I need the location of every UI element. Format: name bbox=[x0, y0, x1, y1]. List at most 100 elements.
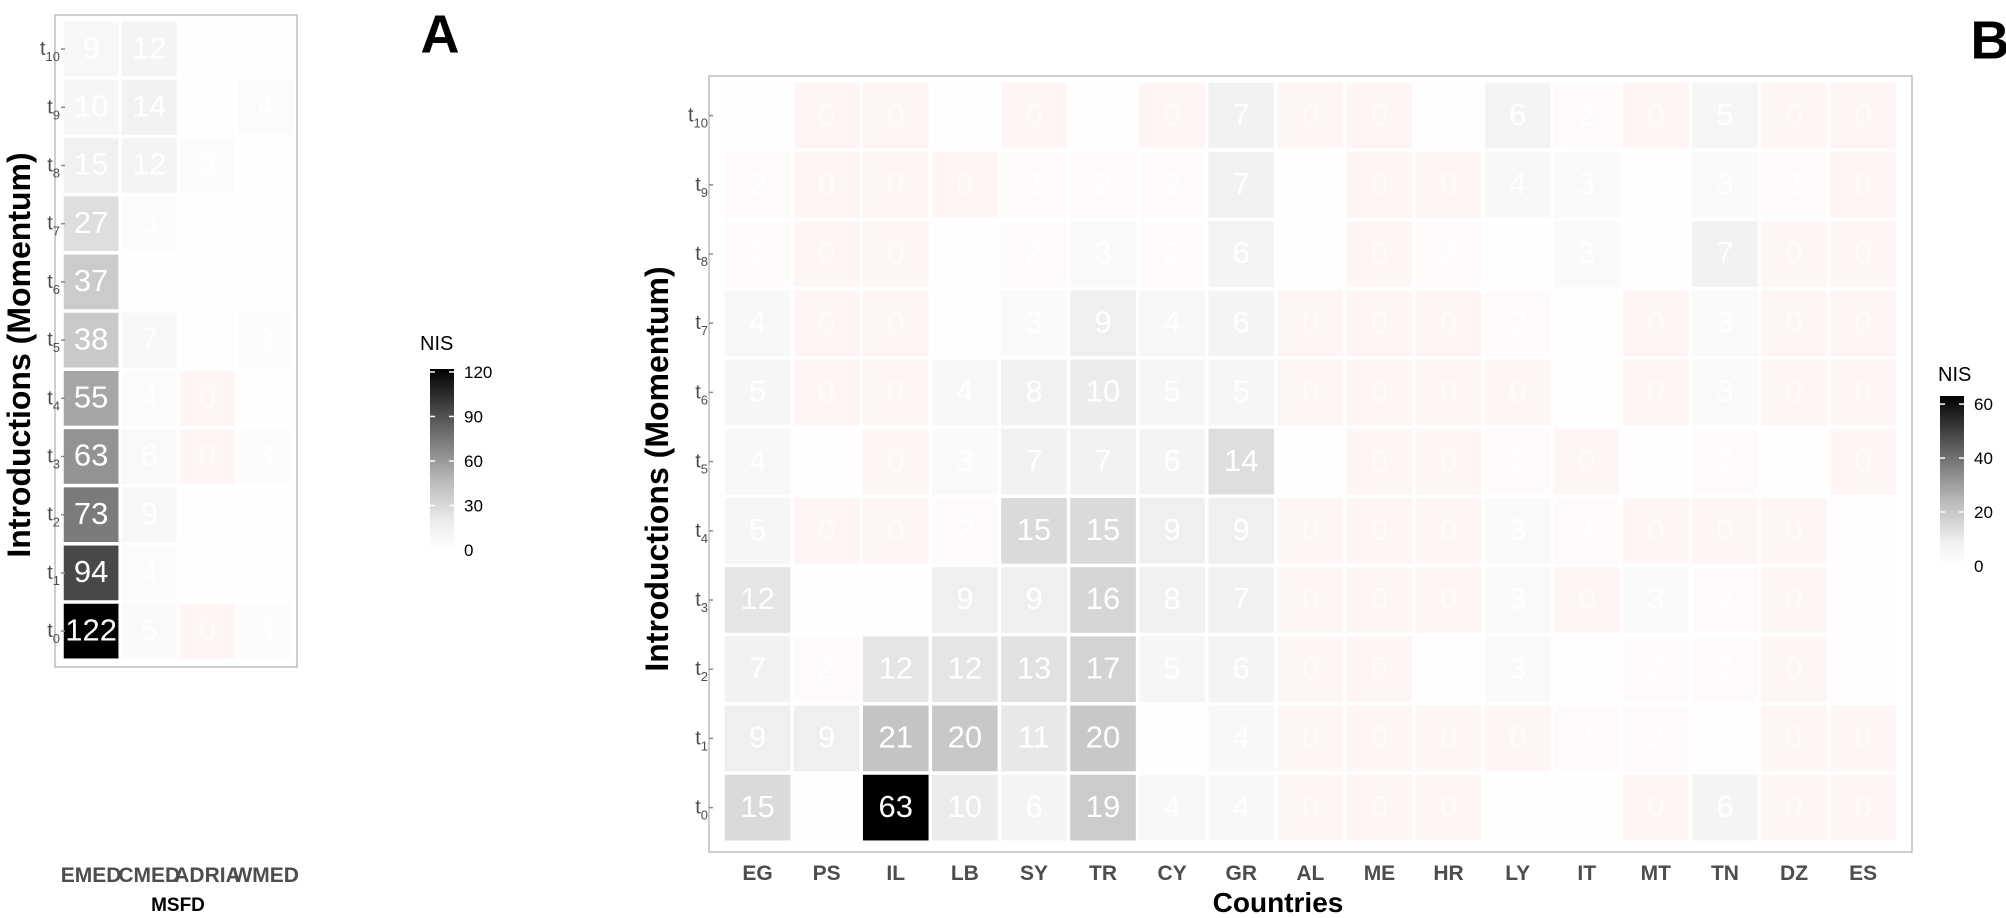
cell-value-label: 0 bbox=[1440, 581, 1457, 616]
heatmap-cell bbox=[1346, 636, 1413, 703]
cell-value-label: 5 bbox=[1716, 97, 1733, 132]
heatmap-cell bbox=[1139, 82, 1205, 149]
cell-value-label: 0 bbox=[1855, 235, 1872, 270]
cell-value-label: 0 bbox=[1371, 581, 1388, 616]
cell-value-label: 7 bbox=[1233, 581, 1250, 616]
cell-value-label: 3 bbox=[257, 321, 274, 356]
heatmap-cell bbox=[1623, 774, 1689, 841]
heatmap-cell bbox=[724, 774, 791, 841]
cell-value-label: 10 bbox=[74, 88, 108, 123]
cell-value-label: 94 bbox=[74, 554, 108, 589]
heatmap-cell bbox=[1070, 567, 1136, 633]
heatmap-cell bbox=[1484, 359, 1551, 426]
heatmap-cell bbox=[1001, 359, 1067, 426]
heatmap-cell bbox=[1553, 359, 1620, 426]
legend-tick-label: 30 bbox=[464, 496, 483, 515]
y-tick-label: t5 bbox=[695, 451, 708, 477]
heatmap-cell bbox=[1484, 774, 1551, 841]
cell-value-label: 2 bbox=[1716, 650, 1733, 685]
cell-value-label: 1 bbox=[1578, 374, 1595, 409]
y-tick-base: t bbox=[47, 155, 53, 177]
cell-value-label: 1 bbox=[1578, 304, 1595, 339]
cell-value-label: 0 bbox=[1440, 443, 1457, 478]
heatmap-cell bbox=[862, 290, 929, 357]
heatmap-cell bbox=[1277, 82, 1344, 149]
y-tick-subscript: 8 bbox=[53, 166, 60, 181]
heatmap-cell bbox=[1415, 567, 1482, 633]
cell-value-label: 1 bbox=[818, 581, 835, 616]
heatmap-cell bbox=[63, 603, 119, 659]
cell-value-label: 21 bbox=[879, 720, 913, 755]
cell-value-label: 1 bbox=[1716, 720, 1733, 755]
cell-value-label: 1 bbox=[1855, 512, 1872, 547]
heatmap-cell bbox=[793, 151, 860, 218]
cell-value-label: 1 bbox=[1302, 166, 1319, 201]
heatmap-cell bbox=[238, 254, 294, 310]
x-tick-label: MT bbox=[1641, 862, 1671, 885]
cell-value-label: 1 bbox=[257, 263, 274, 298]
heatmap-cell bbox=[1761, 705, 1827, 772]
cell-value-label: 0 bbox=[1855, 304, 1872, 339]
heatmap-cell bbox=[862, 636, 929, 703]
heatmap-cell bbox=[1415, 774, 1482, 841]
y-tick-label: t8 bbox=[47, 155, 60, 181]
cell-value-label: 63 bbox=[879, 789, 913, 824]
heatmap-cell bbox=[1208, 774, 1275, 841]
x-tick-label: PS bbox=[813, 862, 841, 885]
heatmap-cell bbox=[1830, 221, 1896, 287]
cell-value-label: 1 bbox=[1578, 789, 1595, 824]
heatmap-cell bbox=[1623, 567, 1689, 633]
y-tick-label: t7 bbox=[47, 213, 60, 239]
cell-value-label: 3 bbox=[1578, 166, 1595, 201]
y-tick-subscript: 0 bbox=[53, 631, 60, 646]
cell-value-label: 9 bbox=[1025, 581, 1042, 616]
heatmap-cell bbox=[1830, 636, 1896, 703]
panel-b-letter: B bbox=[1971, 10, 2006, 70]
heatmap-cell bbox=[121, 370, 177, 426]
cell-value-label: 0 bbox=[1302, 720, 1319, 755]
heatmap-cell bbox=[1208, 82, 1275, 149]
cell-value-label: 3 bbox=[141, 205, 158, 240]
cell-value-label: 0 bbox=[1647, 374, 1664, 409]
cell-value-label: 12 bbox=[879, 650, 913, 685]
y-tick-subscript: 2 bbox=[53, 515, 60, 530]
cell-value-label: 15 bbox=[74, 147, 108, 182]
heatmap-cell bbox=[1139, 290, 1205, 357]
heatmap-cell bbox=[238, 21, 294, 77]
heatmap-cell bbox=[1346, 290, 1413, 357]
cell-value-label: 0 bbox=[887, 97, 904, 132]
heatmap-cell bbox=[1692, 359, 1758, 426]
heatmap-cell bbox=[1139, 636, 1205, 703]
heatmap-cell bbox=[1346, 221, 1413, 287]
heatmap-cell bbox=[1830, 359, 1896, 426]
heatmap-cell bbox=[793, 705, 860, 772]
y-tick-subscript: 7 bbox=[701, 323, 708, 338]
cell-value-label: 0 bbox=[1716, 512, 1733, 547]
y-tick-subscript: 0 bbox=[701, 808, 708, 823]
heatmap-cell bbox=[1070, 428, 1136, 495]
y-tick-base: t bbox=[47, 446, 53, 468]
cell-value-label: 2 bbox=[1578, 720, 1595, 755]
cell-value-label: 5 bbox=[749, 512, 766, 547]
cell-value-label: 0 bbox=[1371, 443, 1388, 478]
cell-value-label: 3 bbox=[1716, 166, 1733, 201]
y-tick-label: t1 bbox=[47, 562, 60, 588]
cell-value-label: 0 bbox=[1855, 97, 1872, 132]
cell-value-label: 0 bbox=[1785, 374, 1802, 409]
heatmap-cell bbox=[932, 221, 998, 287]
y-tick-base: t bbox=[695, 589, 701, 611]
heatmap-cell bbox=[63, 545, 119, 601]
heatmap-cell bbox=[1761, 82, 1827, 149]
x-tick-label: EG bbox=[742, 862, 772, 885]
y-tick-base: t bbox=[695, 381, 701, 403]
heatmap-cell bbox=[1001, 636, 1067, 703]
y-tick-subscript: 10 bbox=[46, 49, 60, 64]
cell-value-label: 0 bbox=[1647, 304, 1664, 339]
heatmap-cell bbox=[1692, 774, 1758, 841]
cell-value-label: 2 bbox=[1094, 166, 1111, 201]
cell-value-label: 17 bbox=[1086, 650, 1120, 685]
cell-value-label: 0 bbox=[1855, 720, 1872, 755]
cell-value-label: 1 bbox=[1094, 97, 1111, 132]
cell-value-label: 3 bbox=[257, 612, 274, 647]
heatmap-cell bbox=[1692, 567, 1758, 633]
